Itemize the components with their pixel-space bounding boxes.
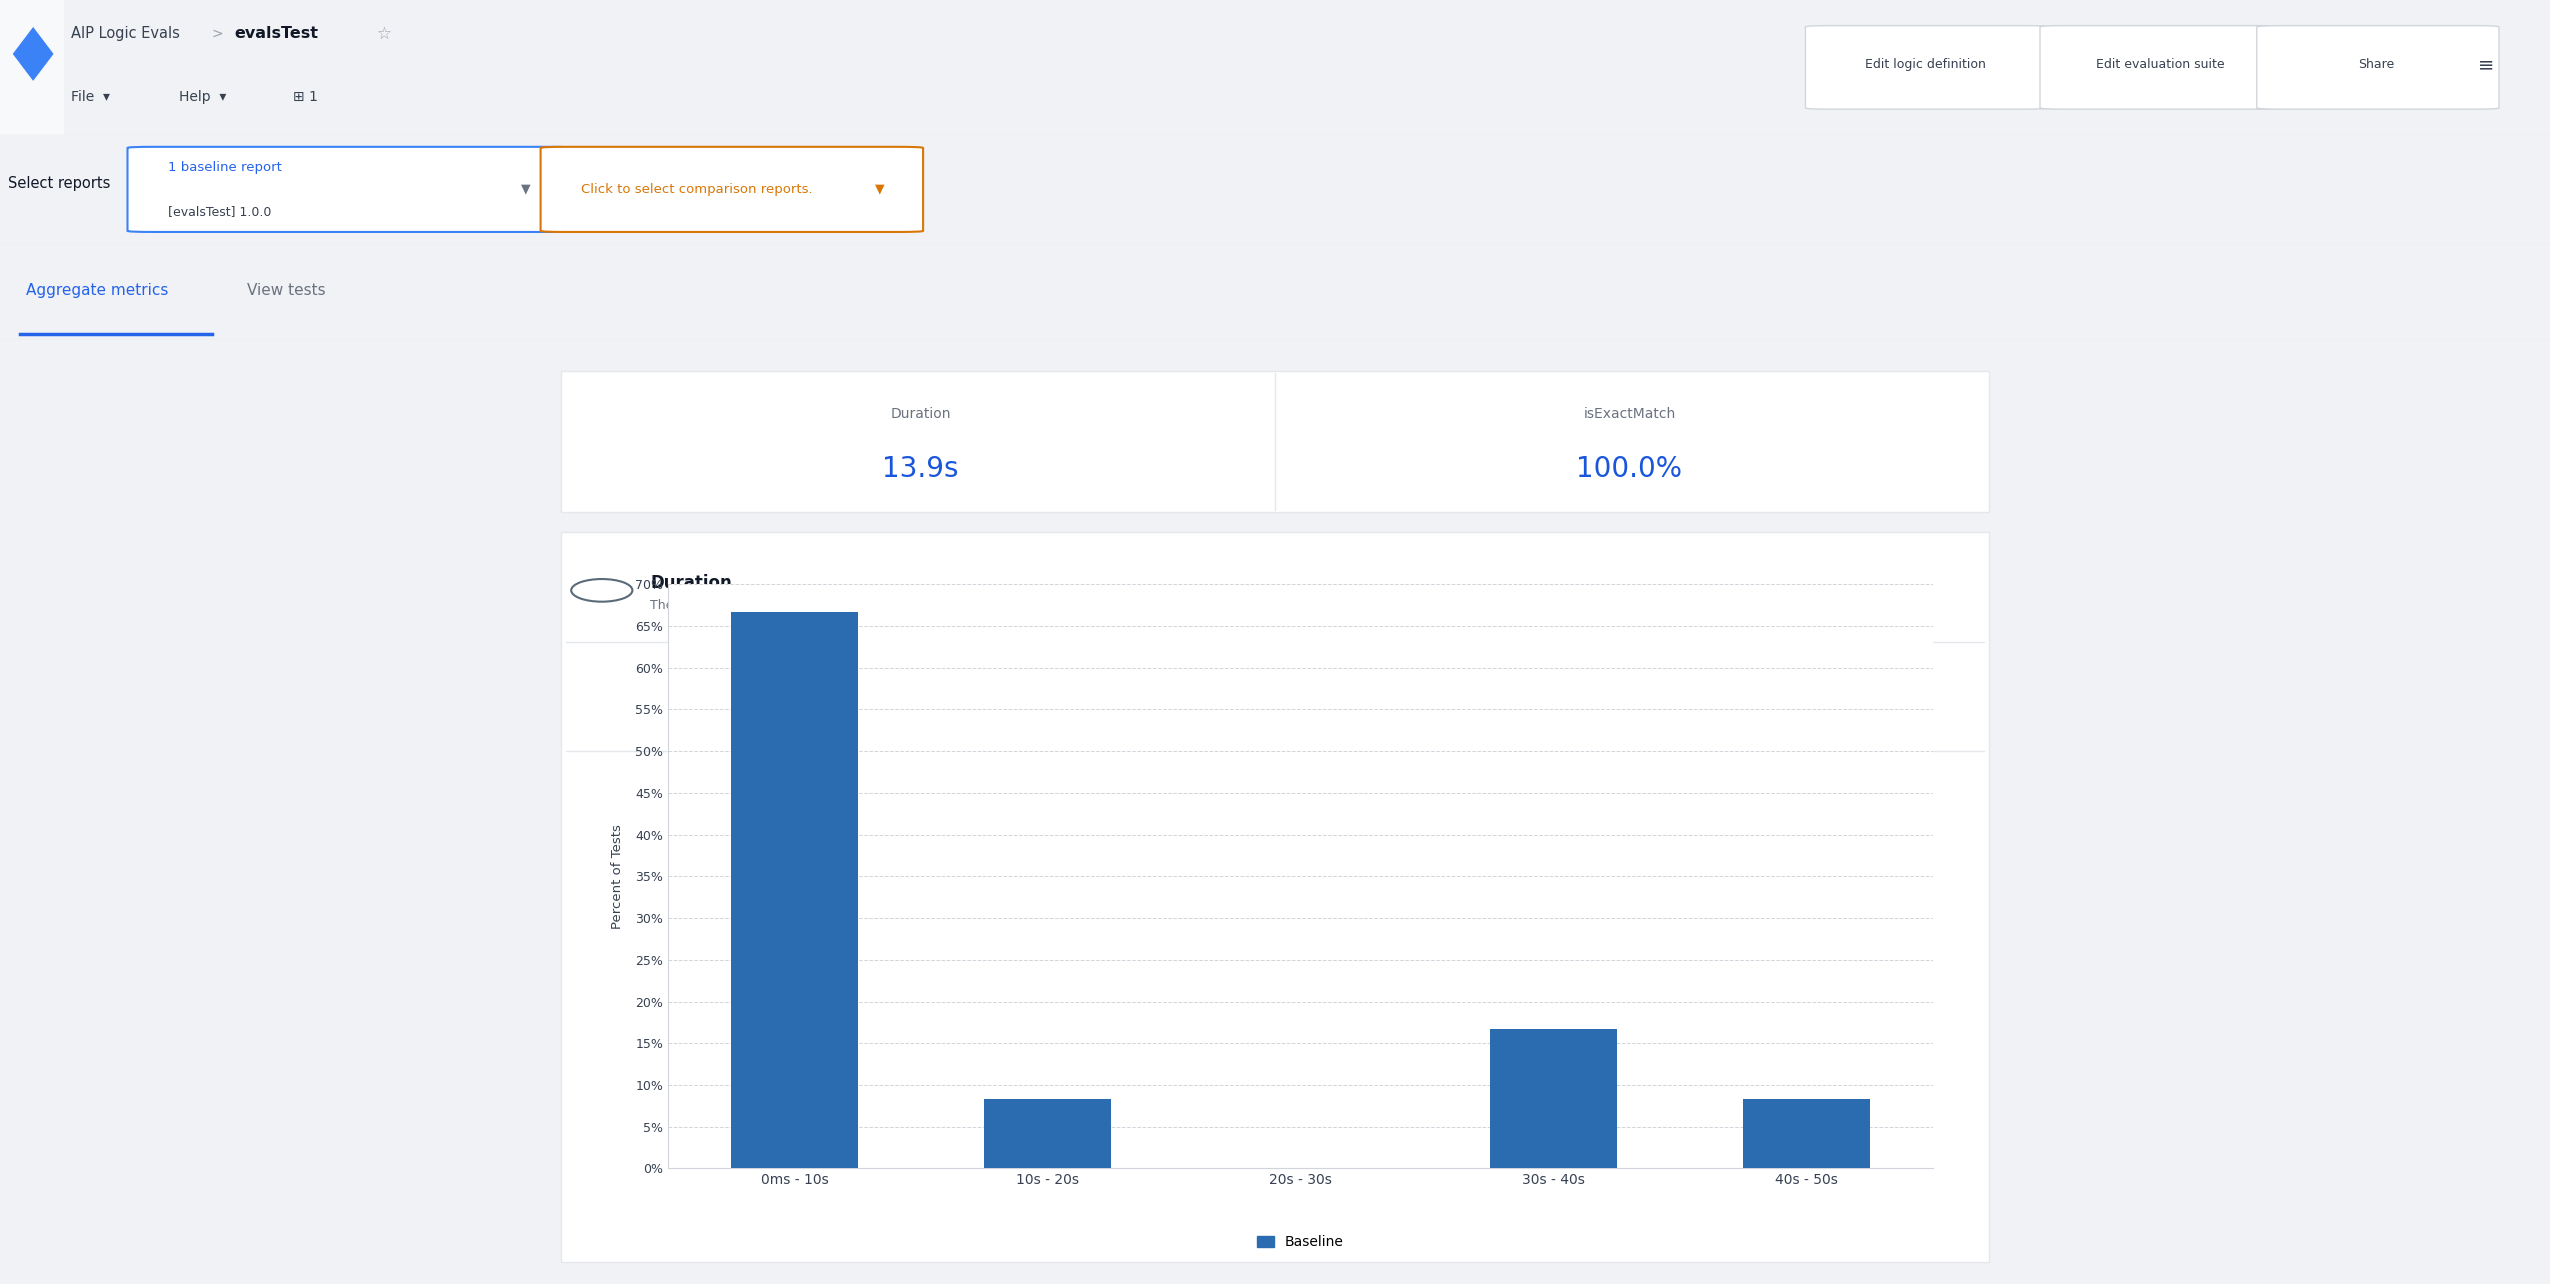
- Text: Num Tests: Num Tests: [1665, 672, 1737, 686]
- Text: evalsTest: evalsTest: [235, 26, 319, 41]
- Bar: [1744, 1099, 1869, 1168]
- Text: ▼: ▼: [520, 182, 530, 196]
- FancyBboxPatch shape: [561, 371, 1989, 512]
- FancyBboxPatch shape: [561, 532, 1989, 1262]
- Text: 100.0%: 100.0%: [1576, 455, 1683, 483]
- Text: Share: Share: [2359, 58, 2394, 71]
- Polygon shape: [13, 27, 54, 81]
- Text: Aggregate metrics: Aggregate metrics: [26, 282, 168, 298]
- Text: 12: 12: [1686, 707, 1716, 732]
- Text: ≡: ≡: [2479, 55, 2494, 74]
- Text: ▼: ▼: [875, 182, 885, 196]
- FancyBboxPatch shape: [2040, 26, 2282, 109]
- Text: 13.9s: 13.9s: [882, 455, 959, 483]
- Text: Edit evaluation suite: Edit evaluation suite: [2096, 58, 2224, 71]
- Bar: [984, 1099, 1112, 1168]
- Text: 13.9s: 13.9s: [816, 707, 885, 732]
- Text: 1 baseline report: 1 baseline report: [168, 160, 283, 175]
- Text: View tests: View tests: [247, 282, 326, 298]
- Text: File  ▾: File ▾: [71, 90, 110, 104]
- Text: The duration of the test run in milliseconds: The duration of the test run in millisec…: [650, 598, 921, 612]
- Text: [evalsTest] 1.0.0: [evalsTest] 1.0.0: [168, 204, 273, 218]
- Text: ⊞ 1: ⊞ 1: [293, 90, 319, 104]
- Text: Mean: Mean: [831, 672, 870, 686]
- Text: Click to select comparison reports.: Click to select comparison reports.: [581, 182, 813, 196]
- Text: Edit logic definition: Edit logic definition: [1864, 58, 1986, 71]
- Text: Help  ▾: Help ▾: [179, 90, 227, 104]
- Text: Select reports: Select reports: [8, 176, 110, 191]
- FancyBboxPatch shape: [2257, 26, 2499, 109]
- Y-axis label: Percent of Tests: Percent of Tests: [612, 824, 625, 928]
- FancyBboxPatch shape: [541, 146, 923, 232]
- FancyBboxPatch shape: [128, 146, 574, 232]
- FancyBboxPatch shape: [0, 0, 64, 135]
- Text: >: >: [212, 27, 224, 41]
- Text: Duration: Duration: [890, 407, 951, 421]
- Text: AIP Logic Evals: AIP Logic Evals: [71, 26, 181, 41]
- Text: Median: Median: [1250, 672, 1300, 686]
- Text: 6.1s: 6.1s: [1250, 707, 1300, 732]
- Legend: Baseline: Baseline: [1252, 1230, 1349, 1254]
- FancyBboxPatch shape: [1805, 26, 2048, 109]
- Text: Duration: Duration: [650, 574, 732, 592]
- Text: isExactMatch: isExactMatch: [1584, 407, 1675, 421]
- Bar: [732, 612, 857, 1168]
- Bar: [1489, 1030, 1617, 1168]
- Text: ☆: ☆: [377, 24, 393, 42]
